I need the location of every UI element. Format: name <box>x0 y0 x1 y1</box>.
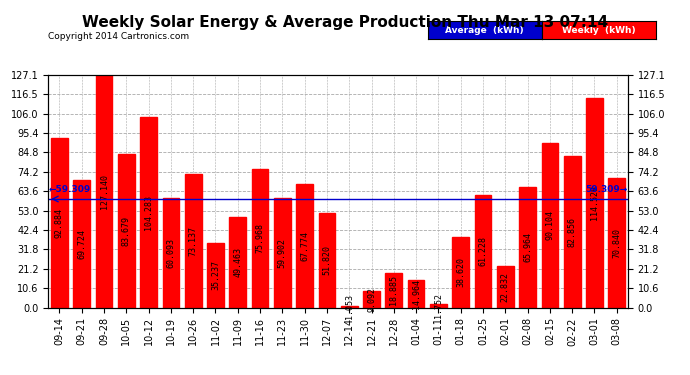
Bar <box>96 75 112 307</box>
Text: 18.885: 18.885 <box>389 275 398 305</box>
Text: ←59.309: ←59.309 <box>49 185 91 194</box>
Text: 82.856: 82.856 <box>568 217 577 247</box>
Text: 38.620: 38.620 <box>456 257 465 287</box>
Bar <box>586 98 603 308</box>
Bar <box>207 243 224 308</box>
Bar <box>363 291 380 308</box>
Text: 61.228: 61.228 <box>478 237 488 267</box>
Text: 14.964: 14.964 <box>412 279 421 309</box>
Text: 59.902: 59.902 <box>278 238 287 268</box>
Bar <box>453 237 469 308</box>
Bar <box>230 217 246 308</box>
Text: 75.968: 75.968 <box>255 223 264 253</box>
Text: 59.309→: 59.309→ <box>585 185 627 194</box>
Text: 92.884: 92.884 <box>55 207 64 237</box>
Bar <box>408 280 424 308</box>
Bar <box>51 138 68 308</box>
Bar <box>185 174 201 308</box>
Bar <box>564 156 580 308</box>
Text: 67.774: 67.774 <box>300 231 309 261</box>
Text: 104.283: 104.283 <box>144 195 153 230</box>
Bar <box>163 198 179 308</box>
Text: 35.237: 35.237 <box>211 260 220 290</box>
Text: 65.964: 65.964 <box>523 232 532 262</box>
Bar <box>520 187 536 308</box>
Text: 127.140: 127.140 <box>99 174 108 209</box>
Bar <box>118 154 135 308</box>
Text: 51.820: 51.820 <box>322 245 331 275</box>
Text: Weekly  (kWh): Weekly (kWh) <box>562 26 635 35</box>
Text: 114.528: 114.528 <box>590 185 599 220</box>
Text: 60.093: 60.093 <box>166 237 175 267</box>
Bar <box>609 178 625 308</box>
Bar <box>73 180 90 308</box>
Bar <box>274 198 290 308</box>
Text: 9.092: 9.092 <box>367 286 376 312</box>
Bar <box>542 142 558 308</box>
Text: 69.724: 69.724 <box>77 229 86 259</box>
Text: 70.840: 70.840 <box>612 228 621 258</box>
Text: 73.137: 73.137 <box>188 226 198 256</box>
Bar <box>252 168 268 308</box>
Text: 1.752: 1.752 <box>434 293 443 318</box>
Text: 83.679: 83.679 <box>122 216 131 246</box>
Bar <box>475 195 491 308</box>
Text: Weekly Solar Energy & Average Production Thu Mar 13 07:14: Weekly Solar Energy & Average Production… <box>82 15 608 30</box>
Bar <box>430 304 447 307</box>
Text: 49.463: 49.463 <box>233 247 242 277</box>
Bar <box>386 273 402 308</box>
Bar <box>497 266 513 308</box>
Text: Average  (kWh): Average (kWh) <box>446 26 524 35</box>
Bar <box>296 183 313 308</box>
Text: 22.832: 22.832 <box>501 272 510 302</box>
Text: 90.104: 90.104 <box>545 210 554 240</box>
Text: 1.053: 1.053 <box>345 294 354 319</box>
Text: Copyright 2014 Cartronics.com: Copyright 2014 Cartronics.com <box>48 32 190 41</box>
Bar <box>140 117 157 308</box>
Bar <box>319 213 335 308</box>
Bar <box>341 306 357 308</box>
